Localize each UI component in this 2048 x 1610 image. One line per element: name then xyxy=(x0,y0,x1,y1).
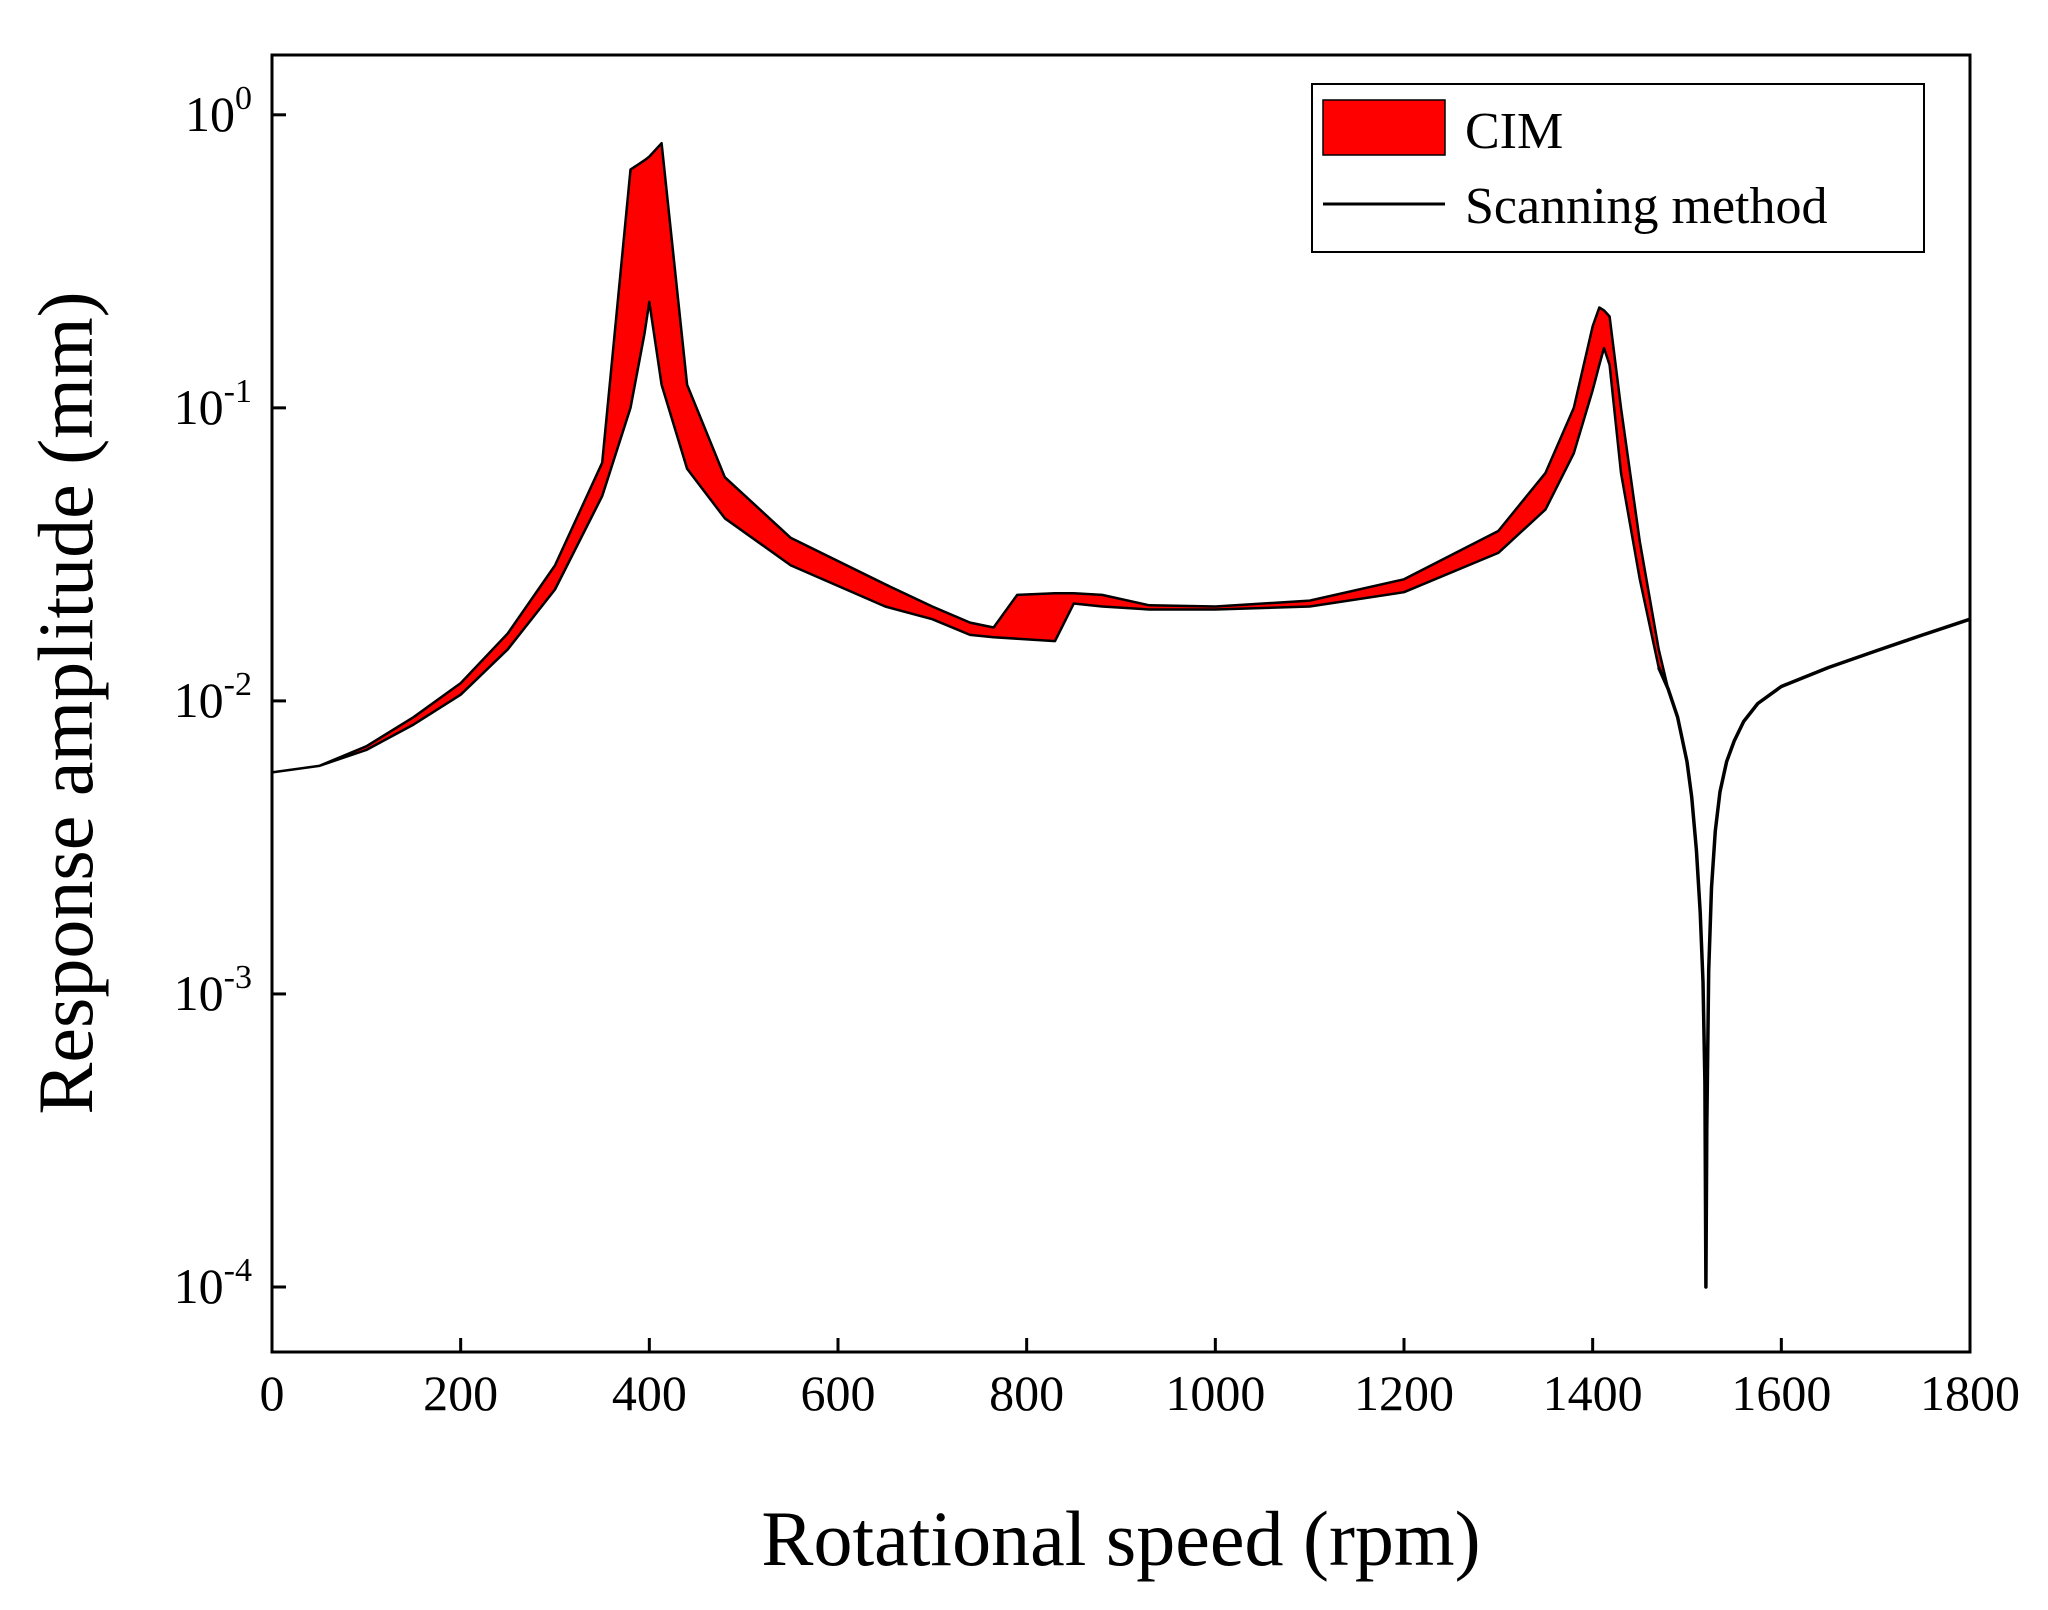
x-tick-label: 1400 xyxy=(1543,1365,1643,1421)
legend-swatch-cim xyxy=(1322,99,1446,156)
x-axis-title: Rotational speed (rpm) xyxy=(761,1495,1480,1582)
x-tick-label: 400 xyxy=(612,1365,687,1421)
x-tick-label: 1600 xyxy=(1731,1365,1831,1421)
y-tick-label: 10-2 xyxy=(174,666,252,728)
y-tick-label: 10-1 xyxy=(174,373,252,435)
legend-label-cim: CIM xyxy=(1465,103,1563,160)
x-tick-label: 0 xyxy=(260,1365,285,1421)
axis-ticks: 0 200 400 600 800 1000 1200 1400 1600 1800 100 10-1… xyxy=(174,80,2020,1421)
x-tick-label: 800 xyxy=(989,1365,1064,1421)
y-tick-label: 10-4 xyxy=(174,1252,252,1314)
x-tick-label: 1000 xyxy=(1165,1365,1265,1421)
y-tick-label: 10-3 xyxy=(174,959,252,1021)
y-axis-title: Response amplitude (mm) xyxy=(22,291,109,1114)
y-tick-label: 100 xyxy=(185,80,252,142)
legend: CIM Scanning method xyxy=(1311,83,1925,253)
legend-label-scanning-method: Scanning method xyxy=(1465,178,1828,235)
plot-frame xyxy=(270,53,1972,1354)
series-line-scanning-method xyxy=(1657,617,1971,1289)
plot-area xyxy=(270,141,1971,1289)
x-tick-label: 1800 xyxy=(1920,1365,2020,1421)
x-tick-label: 600 xyxy=(801,1365,876,1421)
x-tick-label: 200 xyxy=(423,1365,498,1421)
x-tick-label: 1200 xyxy=(1354,1365,1454,1421)
